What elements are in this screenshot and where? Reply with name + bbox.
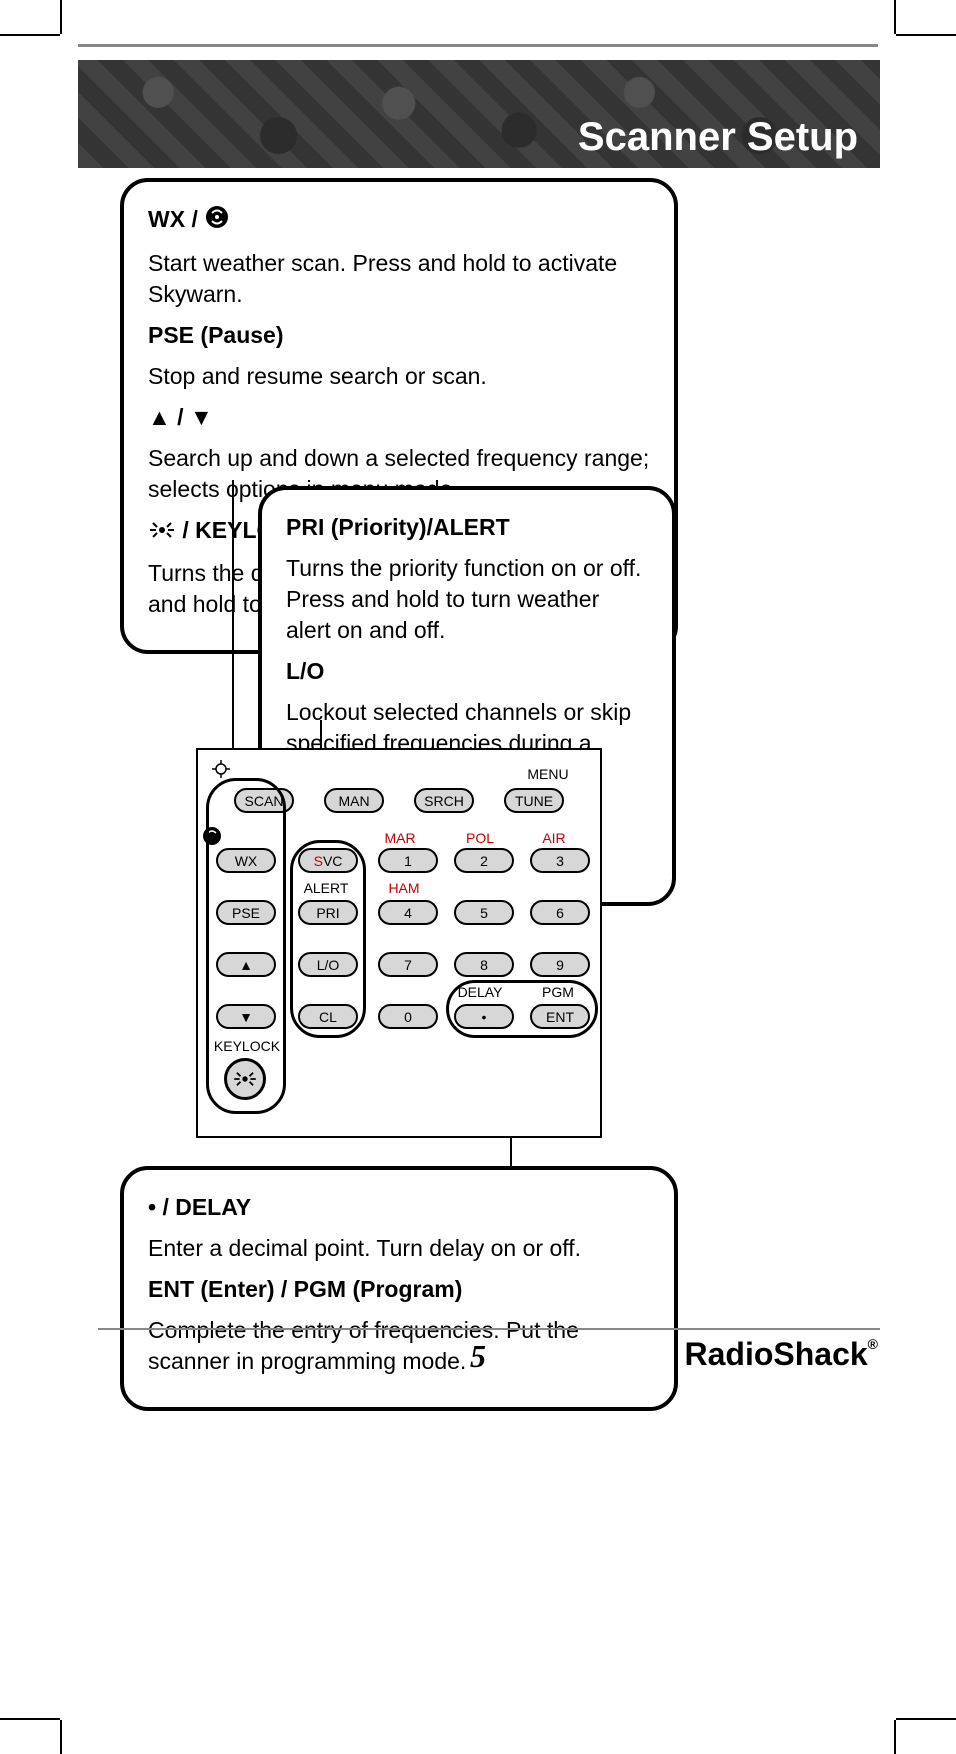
crop-mark <box>896 34 956 36</box>
crop-mark <box>894 1720 896 1754</box>
n0-button: 0 <box>378 1004 438 1029</box>
pse-desc: Stop and resume search or scan. <box>148 361 650 392</box>
crop-mark <box>894 0 896 34</box>
reticle-icon <box>212 760 230 778</box>
dot-label: • / <box>148 1194 175 1220</box>
ent-label: ENT (Enter) / PGM (Program) <box>148 1274 650 1305</box>
page-title: Scanner Setup <box>578 115 858 160</box>
delay-label-text: DELAY <box>175 1194 251 1220</box>
air-label: AIR <box>524 830 584 846</box>
header-banner: Scanner Setup <box>78 60 880 168</box>
n4-button: 4 <box>378 900 438 925</box>
highlight-delay-ent <box>446 980 598 1038</box>
n1-button: 1 <box>378 848 438 873</box>
n5-button: 5 <box>454 900 514 925</box>
slash: / <box>182 517 195 543</box>
crop-mark <box>60 0 62 34</box>
delay-desc: Enter a decimal point. Turn delay on or … <box>148 1233 650 1264</box>
n3-button: 3 <box>530 848 590 873</box>
crop-mark <box>0 1718 60 1720</box>
backlight-icon <box>148 517 176 548</box>
crop-mark <box>896 1718 956 1720</box>
n7-button: 7 <box>378 952 438 977</box>
keypad-diagram: MENU SCAN MAN SRCH TUNE MAR POL AIR WX S… <box>196 748 602 1138</box>
wx-desc: Start weather scan. Press and hold to ac… <box>148 248 650 310</box>
registered-mark: ® <box>868 1336 878 1352</box>
wx-label: WX <box>148 206 185 232</box>
crop-mark <box>60 1720 62 1754</box>
crop-mark <box>0 34 60 36</box>
mar-label: MAR <box>370 830 430 846</box>
pse-label: PSE (Pause) <box>148 320 650 351</box>
n2-button: 2 <box>454 848 514 873</box>
srch-button: SRCH <box>414 788 474 813</box>
skywarn-icon <box>204 204 230 238</box>
footer-rule <box>98 1328 880 1330</box>
brand-logo: RadioShack® <box>685 1336 879 1373</box>
pol-label: POL <box>450 830 510 846</box>
highlight-left-column <box>206 778 286 1114</box>
man-button: MAN <box>324 788 384 813</box>
leader-line <box>232 480 234 750</box>
pri-desc: Turns the priority function on or off. P… <box>286 553 648 646</box>
n6-button: 6 <box>530 900 590 925</box>
top-rule <box>78 44 878 47</box>
arrows-label: / <box>148 402 650 433</box>
lo-label: L/O <box>286 656 648 687</box>
pri-label: PRI (Priority)/ALERT <box>286 512 648 543</box>
slash: / <box>191 206 204 232</box>
ham-label: HAM <box>374 880 434 896</box>
n9-button: 9 <box>530 952 590 977</box>
highlight-pri-column <box>290 840 366 1038</box>
menu-label: MENU <box>518 766 578 782</box>
tune-button: TUNE <box>504 788 564 813</box>
n8-button: 8 <box>454 952 514 977</box>
